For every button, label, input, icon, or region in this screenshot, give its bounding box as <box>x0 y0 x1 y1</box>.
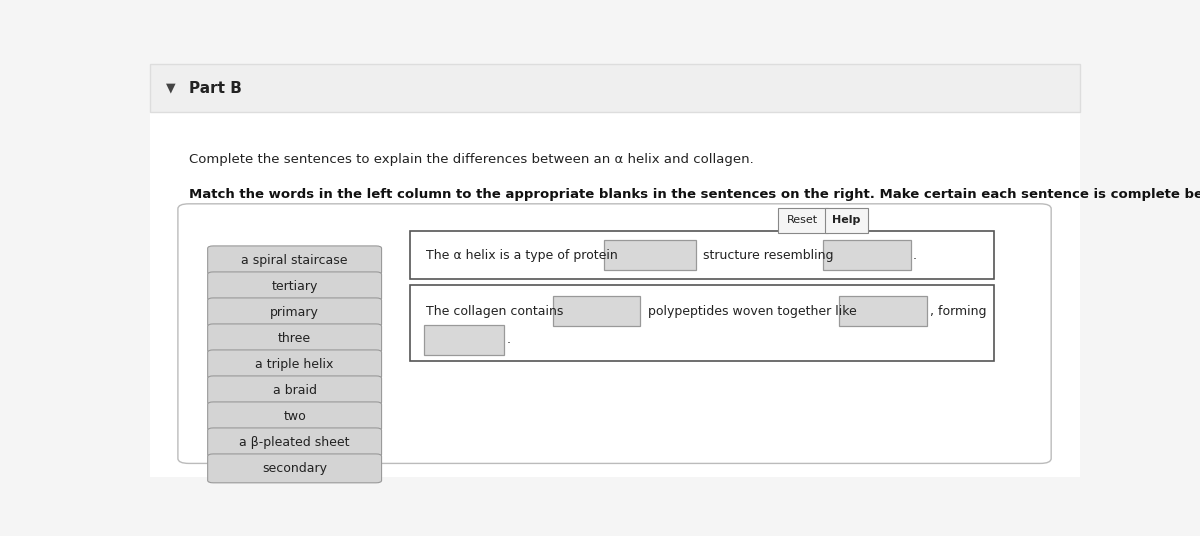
FancyBboxPatch shape <box>208 272 382 301</box>
Text: The collagen contains: The collagen contains <box>426 304 564 317</box>
FancyBboxPatch shape <box>839 296 926 326</box>
FancyBboxPatch shape <box>208 402 382 431</box>
Text: ▼: ▼ <box>166 81 175 94</box>
Text: .: . <box>912 249 917 262</box>
Text: Complete the sentences to explain the differences between an α helix and collage: Complete the sentences to explain the di… <box>190 153 754 166</box>
FancyBboxPatch shape <box>150 64 1080 112</box>
Text: , forming: , forming <box>930 304 986 317</box>
Text: structure resembling: structure resembling <box>703 249 834 262</box>
Text: secondary: secondary <box>262 462 328 475</box>
FancyBboxPatch shape <box>410 285 995 361</box>
Text: primary: primary <box>270 306 319 319</box>
Text: Help: Help <box>833 215 860 225</box>
Text: Part B: Part B <box>190 80 242 95</box>
Text: The α helix is a type of protein: The α helix is a type of protein <box>426 249 618 262</box>
FancyBboxPatch shape <box>425 325 504 355</box>
Text: .: . <box>506 333 510 346</box>
Text: a braid: a braid <box>272 384 317 397</box>
Text: polypeptides woven together like: polypeptides woven together like <box>648 304 857 317</box>
FancyBboxPatch shape <box>410 232 995 279</box>
FancyBboxPatch shape <box>178 204 1051 464</box>
Text: Match the words in the left column to the appropriate blanks in the sentences on: Match the words in the left column to th… <box>190 188 1200 201</box>
FancyBboxPatch shape <box>208 298 382 327</box>
FancyBboxPatch shape <box>208 350 382 379</box>
Text: a spiral staircase: a spiral staircase <box>241 254 348 267</box>
Text: tertiary: tertiary <box>271 280 318 293</box>
FancyBboxPatch shape <box>150 112 1080 477</box>
FancyBboxPatch shape <box>778 207 828 233</box>
FancyBboxPatch shape <box>208 376 382 405</box>
Text: two: two <box>283 410 306 423</box>
FancyBboxPatch shape <box>823 240 911 270</box>
FancyBboxPatch shape <box>208 454 382 483</box>
FancyBboxPatch shape <box>208 246 382 275</box>
Text: a triple helix: a triple helix <box>256 358 334 371</box>
FancyBboxPatch shape <box>553 296 640 326</box>
Text: Reset: Reset <box>787 215 818 225</box>
Text: three: three <box>278 332 311 345</box>
FancyBboxPatch shape <box>826 207 868 233</box>
Text: a β-pleated sheet: a β-pleated sheet <box>239 436 350 449</box>
FancyBboxPatch shape <box>208 428 382 457</box>
FancyBboxPatch shape <box>208 324 382 353</box>
FancyBboxPatch shape <box>604 240 696 270</box>
